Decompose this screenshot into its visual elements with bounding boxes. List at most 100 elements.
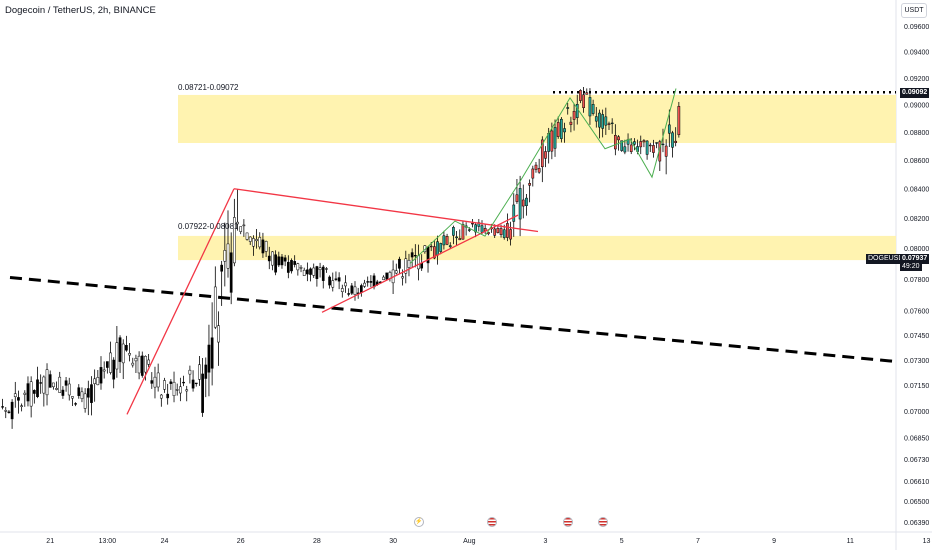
last-price-tag: 0.09092	[900, 88, 930, 98]
candle-body	[159, 394, 163, 399]
candle-body	[671, 132, 674, 148]
candle-body	[474, 224, 477, 233]
flash-event-icon[interactable]: ⚡	[414, 517, 424, 527]
y-tick-label: 0.09200	[904, 76, 929, 83]
countdown-tag: 49:20	[900, 263, 922, 271]
candle-body	[42, 376, 46, 394]
candle-body	[115, 342, 119, 370]
candle-body	[194, 382, 198, 385]
candle-body	[64, 380, 68, 386]
candle-body	[245, 232, 249, 240]
candle-body	[537, 168, 541, 173]
candle-body	[7, 411, 11, 413]
candle-body	[271, 251, 274, 266]
candle-body	[32, 390, 36, 394]
candle-body	[74, 403, 77, 405]
candle-body	[471, 223, 474, 225]
x-tick-label: 21	[46, 538, 54, 545]
candle-body	[20, 405, 23, 407]
candle-body	[442, 235, 446, 246]
support-resistance-zone	[178, 235, 896, 261]
x-tick-label: 13	[923, 538, 931, 545]
candle-body	[191, 379, 195, 389]
candle-body	[99, 367, 103, 384]
candle-body	[648, 144, 652, 147]
candle-body	[661, 143, 665, 146]
support-resistance-zone	[178, 94, 896, 144]
chart-title: Dogecoin / TetherUS, 2h, BINANCE	[5, 5, 156, 16]
candle-body	[350, 285, 354, 294]
candle-body	[401, 276, 404, 279]
candle-body	[623, 146, 627, 153]
candle-body	[629, 144, 633, 152]
candle-body	[306, 269, 309, 275]
candle-body	[547, 133, 551, 152]
candle-body	[413, 255, 417, 257]
rally-trendline	[126, 188, 235, 415]
candle-body	[109, 352, 112, 373]
x-tick-label: 7	[696, 538, 700, 545]
candle-body	[274, 254, 277, 273]
candle-body	[585, 92, 589, 95]
x-tick-label: 5	[620, 538, 624, 545]
currency-button[interactable]: USDT	[901, 3, 927, 18]
candle-body	[566, 107, 570, 109]
candle-body	[52, 382, 55, 388]
y-tick-label: 0.06610	[904, 479, 929, 486]
us-flag-event-icon[interactable]	[598, 517, 608, 527]
candle-body	[439, 243, 443, 252]
y-tick-label: 0.09600	[904, 24, 929, 31]
candle-body	[185, 389, 189, 392]
candle-body	[531, 168, 535, 179]
candle-body	[436, 241, 439, 256]
candle-body	[102, 369, 106, 372]
candle-body	[255, 239, 258, 242]
candle-body	[267, 255, 271, 262]
candle-body	[318, 267, 322, 270]
candle-body	[617, 136, 620, 141]
y-tick-label: 0.06390	[904, 520, 929, 527]
dashed-trendline	[9, 275, 896, 363]
us-flag-event-icon[interactable]	[487, 517, 497, 527]
candle-body	[674, 140, 678, 143]
y-tick-label: 0.08200	[904, 216, 929, 223]
candle-body	[563, 128, 566, 133]
candle-body	[280, 256, 284, 266]
candle-body	[67, 383, 71, 396]
candle-body	[112, 359, 116, 380]
candle-body	[614, 135, 617, 150]
y-tick-label: 0.06730	[904, 457, 929, 464]
y-tick-label: 0.07800	[904, 277, 929, 284]
y-tick-label: 0.06850	[904, 435, 929, 442]
y-tick-label: 0.07450	[904, 333, 929, 340]
candle-body	[455, 236, 458, 239]
y-tick-label: 0.06500	[904, 499, 929, 506]
candle-body	[569, 121, 573, 125]
candle-body	[575, 104, 579, 118]
candle-body	[55, 388, 58, 390]
candle-body	[452, 227, 455, 236]
candle-body	[248, 236, 252, 242]
x-tick-label: 30	[389, 538, 397, 545]
candle-body	[220, 264, 224, 272]
symbol-tag: DOGEUSDT	[866, 254, 910, 264]
candle-body	[337, 277, 341, 282]
candle-body	[598, 112, 601, 128]
triangle-lower-trendline	[321, 214, 519, 313]
us-flag-event-icon[interactable]	[563, 517, 573, 527]
candle-body	[344, 282, 347, 287]
candle-body	[353, 286, 357, 295]
candle-body	[410, 252, 414, 258]
candle-body	[334, 278, 338, 280]
candle-body	[315, 266, 319, 279]
candle-body	[398, 258, 401, 269]
candle-body	[217, 325, 220, 343]
candle-body	[29, 381, 33, 407]
candle-body	[515, 194, 519, 202]
candle-body	[10, 401, 14, 420]
candle-body	[290, 260, 293, 272]
candle-body	[204, 364, 208, 379]
candle-body	[607, 123, 611, 125]
